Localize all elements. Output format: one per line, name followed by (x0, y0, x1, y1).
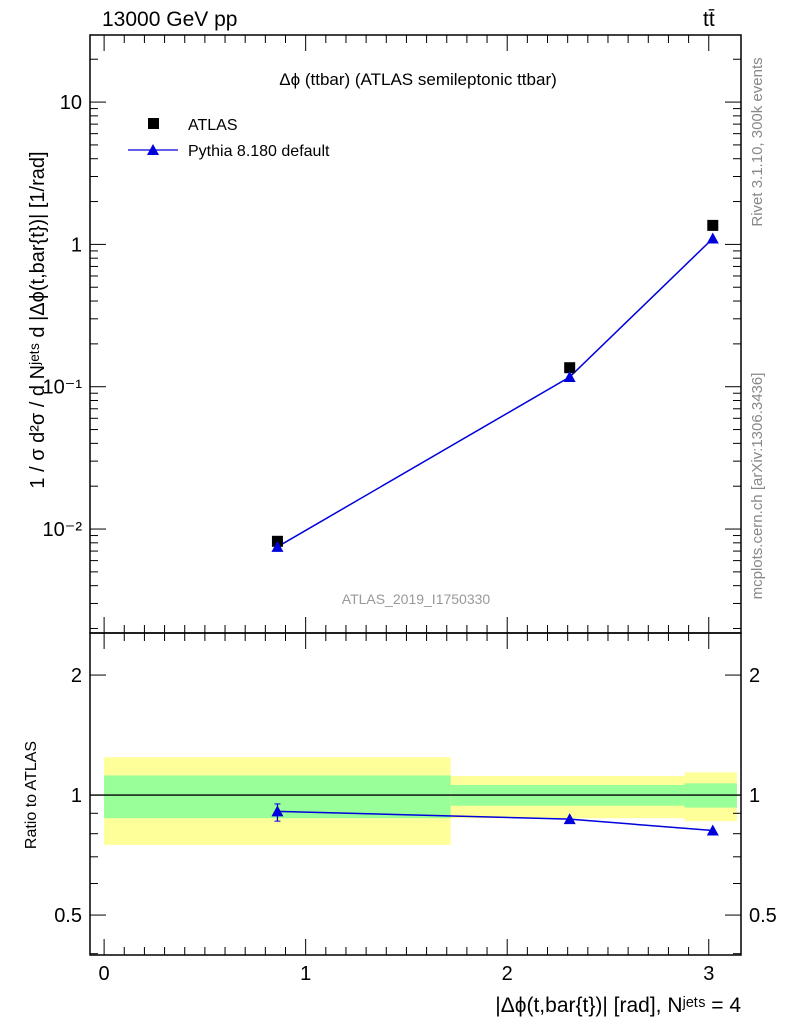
legend-atlas-label: ATLAS (188, 117, 238, 134)
pythia-line (277, 237, 714, 548)
pythia-data-point (271, 540, 284, 552)
x-tick-label: 1 (300, 963, 311, 985)
ratio-data-point (271, 805, 284, 817)
header-right: tt̄ (703, 8, 715, 31)
ratio-data-point (706, 824, 719, 836)
plot-title: Δϕ (ttbar) (ATLAS semileptonic ttbar) (279, 70, 557, 89)
ratio-y-tick-label: 2 (71, 665, 82, 687)
ratio-y-tick-label-right: 2 (749, 665, 760, 687)
x-tick-label: 2 (502, 963, 513, 985)
mcplots-label: mcplots.cern.ch [arXiv:1306.3436] (749, 373, 766, 600)
x-axis-label: |Δϕ(t,bar{t})| [rad], Nʲᵉᵗˢ = 4 (495, 994, 741, 1017)
x-tick-label: 3 (703, 963, 714, 985)
atlas-data-point (707, 219, 719, 231)
atlas-data-point (564, 362, 576, 374)
ratio-y-tick-label-right: 0.5 (749, 905, 777, 927)
ratio-y-tick-label-right: 1 (749, 785, 760, 807)
y-tick-label: 10⁻² (43, 519, 83, 541)
legend-atlas-marker (148, 118, 159, 129)
y-tick-label: 1 (71, 234, 82, 256)
rivet-version-label: Rivet 3.1.10, 300k events (749, 57, 766, 226)
y-tick-label: 10 (60, 92, 82, 114)
analysis-watermark: ATLAS_2019_I1750330 (342, 591, 491, 607)
legend-pythia-label: Pythia 8.180 default (188, 143, 330, 160)
ratio-y-tick-label: 1 (71, 785, 82, 807)
x-tick-label: 0 (99, 963, 110, 985)
ratio-data-point (563, 813, 576, 825)
ratio-plot-frame (89, 632, 742, 956)
pythia-data-point (706, 232, 719, 244)
ratio-y-axis-label: Ratio to ATLAS (23, 741, 40, 849)
ratio-y-tick-label: 0.5 (54, 905, 82, 927)
y-tick-label: 10⁻¹ (43, 377, 83, 399)
header-left: 13000 GeV pp (102, 8, 238, 31)
pythia-data-point (563, 371, 576, 383)
legend-pythia-marker (147, 144, 159, 155)
y-axis-label: 1 / σ d²σ / d Nʲᵉᵗˢ d |Δϕ(t,bar{t})| [1/… (27, 151, 49, 488)
